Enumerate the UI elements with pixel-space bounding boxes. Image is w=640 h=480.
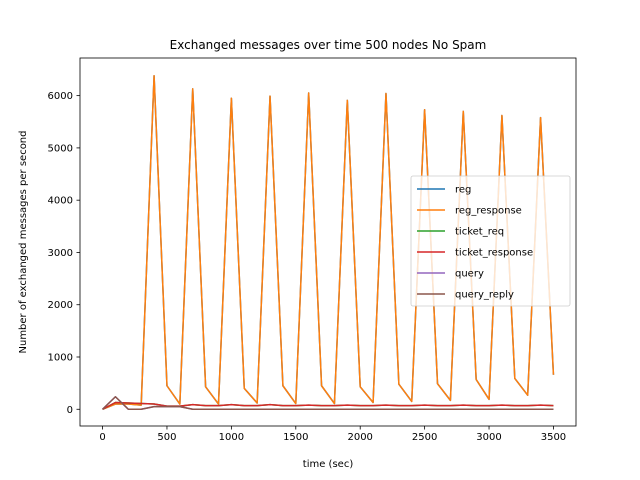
x-tick-label: 1000 (219, 432, 244, 443)
x-tick-label: 500 (157, 432, 176, 443)
x-tick-label: 3500 (541, 432, 566, 443)
legend: reg reg_response ticket_req ticket_response… (410, 175, 571, 307)
axes-frame (79, 57, 577, 427)
legend-label: ticket_response (455, 248, 533, 259)
y-tick-label: 2000 (48, 300, 73, 311)
y-tick-label: 4000 (48, 196, 73, 207)
x-tick-label: 2500 (412, 432, 437, 443)
legend-label: reg_response (455, 206, 522, 217)
x-axis: 0 500 1000 1500 2000 2500 3000 3500 (99, 426, 566, 443)
chart-title: Exchanged messages over time 500 nodes N… (170, 38, 487, 52)
y-tick-label: 1000 (48, 353, 73, 364)
x-axis-label: time (sec) (303, 459, 354, 470)
y-tick-label: 5000 (48, 143, 73, 154)
y-tick-label: 0 (67, 405, 73, 416)
y-axis-label: Number of exchanged messages per second (18, 131, 29, 354)
series-line-query-reply (102, 395, 554, 411)
legend-label: query_reply (455, 290, 514, 301)
legend-label: query (455, 269, 484, 280)
x-tick-label: 1500 (283, 432, 308, 443)
y-tick-label: 6000 (48, 91, 73, 102)
x-tick-label: 2000 (347, 432, 372, 443)
series-line-ticket-response (102, 401, 554, 410)
legend-box (410, 175, 571, 307)
y-tick-label: 3000 (48, 248, 73, 259)
legend-label: ticket_req (455, 227, 504, 238)
x-tick-label: 3000 (476, 432, 501, 443)
x-tick-label: 0 (99, 432, 105, 443)
y-axis: 0 1000 2000 3000 4000 5000 6000 (48, 91, 80, 416)
plot-area (102, 75, 555, 411)
legend-label: reg (455, 185, 471, 196)
series-line-reg-response (102, 75, 555, 410)
